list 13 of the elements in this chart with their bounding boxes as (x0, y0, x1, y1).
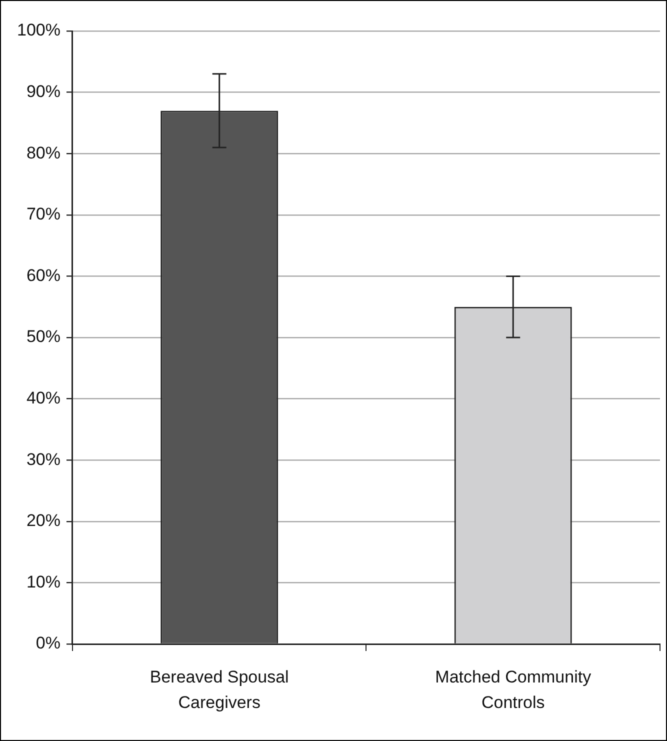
y-tick-label: 90% (26, 82, 60, 101)
y-tick-label: 20% (26, 511, 60, 530)
y-tick-label: 50% (26, 327, 60, 346)
y-tick-label: 10% (26, 572, 60, 592)
y-tick-label: 0% (36, 634, 60, 653)
y-tick-label: 40% (26, 388, 60, 408)
y-tick-label: 70% (26, 204, 60, 224)
y-tick-label: 60% (26, 266, 60, 285)
y-tick-label: 80% (26, 143, 60, 162)
x-tick-label: Bereaved Spousal Caregivers (150, 667, 289, 712)
y-tick-label: 100% (16, 20, 60, 40)
y-tick-label: 30% (26, 450, 60, 469)
x-tick-label: Matched Community Controls (435, 667, 592, 712)
